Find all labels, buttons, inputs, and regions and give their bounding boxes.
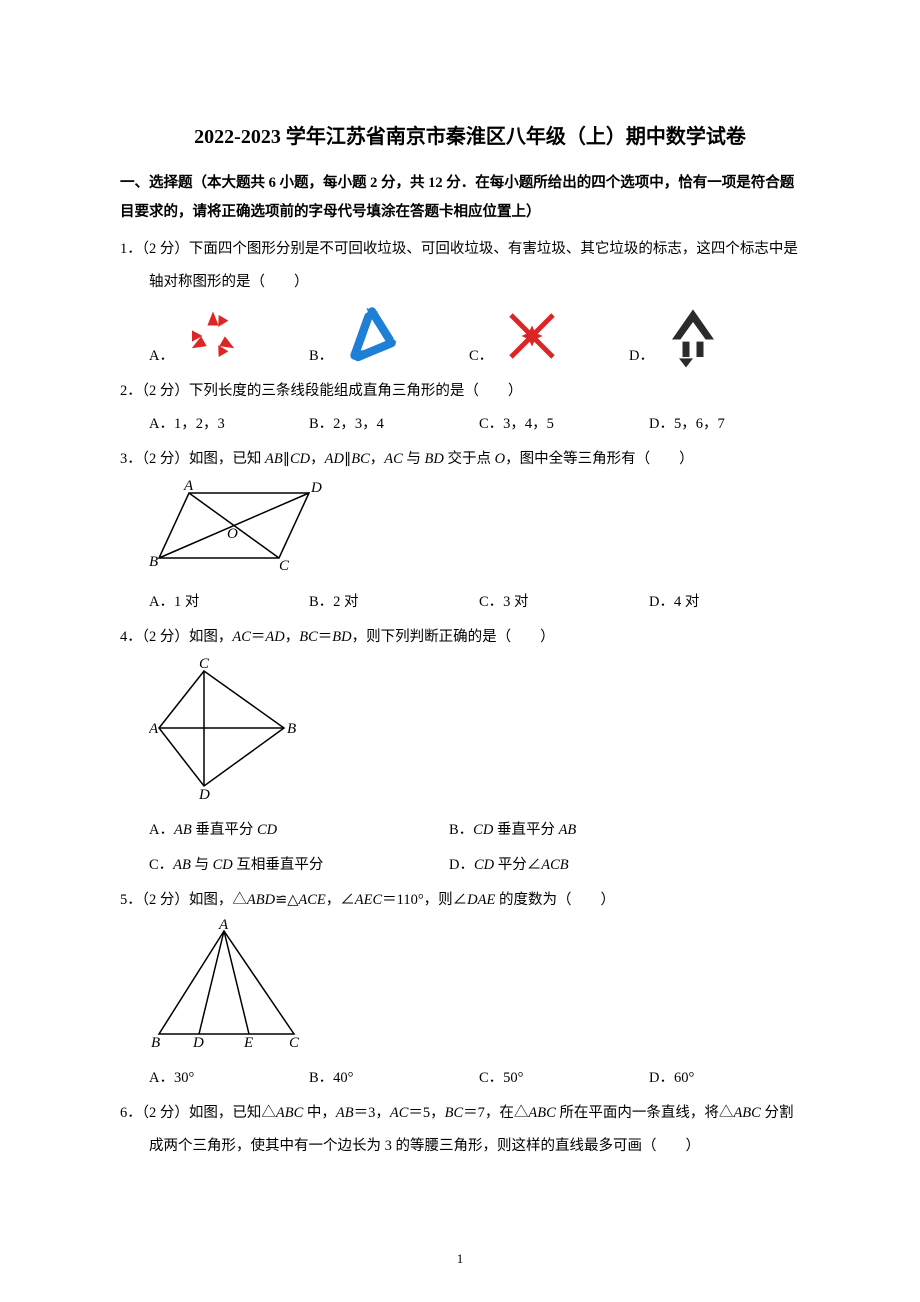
q2-option-b: B．2，3，4 [309, 410, 479, 439]
q3-label-o: O [227, 526, 238, 542]
q1-option-a: A． [149, 301, 309, 371]
q5-label-d: D [192, 1035, 204, 1049]
q4-option-d: D．CD 平分∠ACB [449, 851, 749, 880]
q5-stem: 5．（2 分）如图，△ABD≌△ACE，∠AEC＝110°，则∠DAE 的度数为… [120, 886, 820, 915]
q1-c-label: C． [469, 342, 493, 371]
q2-options: A．1，2，3 B．2，3，4 C．3，4，5 D．5，6，7 [120, 410, 820, 439]
question-2: 2．（2 分）下列长度的三条线段能组成直角三角形的是（ ） A．1，2，3 B．… [120, 377, 820, 439]
question-6: 6．（2 分）如图，已知△ABC 中，AB＝3，AC＝5，BC＝7，在△ABC … [120, 1099, 820, 1161]
q3-option-a: A．1 对 [149, 588, 309, 617]
q5-option-a: A．30° [149, 1064, 309, 1093]
q1-option-d: D． [629, 301, 789, 371]
q4-option-a: A．AB 垂直平分 CD [149, 816, 449, 845]
nonrecyclable-icon [178, 301, 248, 371]
q1-stem: 1．（2 分）下面四个图形分别是不可回收垃圾、可回收垃圾、有害垃圾、其它垃圾的标… [120, 235, 820, 264]
section-header-line1: 一、选择题（本大题共 6 小题，每小题 2 分，共 12 分．在每小题所给出的四… [120, 175, 794, 191]
q4-options-row2: C．AB 与 CD 互相垂直平分 D．CD 平分∠ACB [120, 851, 820, 880]
q3-option-c: C．3 对 [479, 588, 649, 617]
other-waste-icon [658, 301, 728, 371]
q4-options-row1: A．AB 垂直平分 CD B．CD 垂直平分 AB [120, 816, 820, 845]
q4-label-d: D [198, 787, 210, 801]
parallelogram-diagram: A D B C O [149, 478, 329, 573]
question-5: 5．（2 分）如图，△ABD≌△ACE，∠AEC＝110°，则∠DAE 的度数为… [120, 886, 820, 1093]
q2-option-d: D．5，6，7 [649, 410, 799, 439]
q3-label-d: D [310, 480, 322, 496]
q5-label-a: A [218, 919, 229, 933]
q4-figure: A B C D [120, 656, 820, 812]
q4-label-a: A [149, 721, 159, 737]
q5-label-e: E [243, 1035, 253, 1049]
q5-options: A．30° B．40° C．50° D．60° [120, 1064, 820, 1093]
question-1: 1．（2 分）下面四个图形分别是不可回收垃圾、可回收垃圾、有害垃圾、其它垃圾的标… [120, 235, 820, 371]
q1-b-label: B． [309, 342, 333, 371]
q5-figure: A B D E C [120, 919, 820, 1060]
question-4: 4．（2 分）如图，AC＝AD，BC＝BD，则下列判断正确的是（ ） A B C… [120, 623, 820, 880]
q5-option-c: C．50° [479, 1064, 649, 1093]
q3-options: A．1 对 B．2 对 C．3 对 D．4 对 [120, 588, 820, 617]
hazardous-icon [497, 301, 567, 371]
q5-option-d: D．60° [649, 1064, 799, 1093]
q3-label-b: B [149, 554, 158, 570]
recyclable-icon [337, 301, 407, 371]
q2-option-a: A．1，2，3 [149, 410, 309, 439]
q4-option-c: C．AB 与 CD 互相垂直平分 [149, 851, 449, 880]
section-header: 一、选择题（本大题共 6 小题，每小题 2 分，共 12 分．在每小题所给出的四… [120, 169, 820, 227]
triangle-diagram: A B D E C [149, 919, 309, 1049]
q5-label-b: B [151, 1035, 160, 1049]
section-header-line2: 目要求的，请将正确选项前的字母代号填涂在答题卡相应位置上） [120, 204, 541, 220]
kite-diagram: A B C D [149, 656, 299, 801]
page-number: 1 [0, 1251, 920, 1267]
q4-label-c: C [199, 656, 210, 672]
q1-d-label: D． [629, 342, 654, 371]
q3-option-b: B．2 对 [309, 588, 479, 617]
q1-option-b: B． [309, 301, 469, 371]
q3-label-c: C [279, 558, 290, 573]
q4-label-b: B [287, 721, 296, 737]
q5-label-c: C [289, 1035, 300, 1049]
q4-option-b: B．CD 垂直平分 AB [449, 816, 749, 845]
q3-label-a: A [183, 478, 194, 494]
exam-page: 2022-2023 学年江苏省南京市秦淮区八年级（上）期中数学试卷 一、选择题（… [0, 0, 920, 1302]
q1-a-label: A． [149, 342, 174, 371]
q6-stem2: 成两个三角形，使其中有一个边长为 3 的等腰三角形，则这样的直线最多可画（ ） [120, 1132, 820, 1161]
q1-option-c: C． [469, 301, 629, 371]
q2-option-c: C．3，4，5 [479, 410, 649, 439]
question-3: 3．（2 分）如图，已知 AB∥CD，AD∥BC，AC 与 BD 交于点 O，图… [120, 445, 820, 617]
q3-option-d: D．4 对 [649, 588, 799, 617]
q1-stem2: 轴对称图形的是（ ） [120, 268, 820, 297]
q5-option-b: B．40° [309, 1064, 479, 1093]
exam-title: 2022-2023 学年江苏省南京市秦淮区八年级（上）期中数学试卷 [120, 120, 820, 149]
q3-figure: A D B C O [120, 478, 820, 584]
q4-stem: 4．（2 分）如图，AC＝AD，BC＝BD，则下列判断正确的是（ ） [120, 623, 820, 652]
q1-options: A． B． [120, 301, 820, 371]
q6-stem: 6．（2 分）如图，已知△ABC 中，AB＝3，AC＝5，BC＝7，在△ABC … [120, 1099, 820, 1128]
q2-stem: 2．（2 分）下列长度的三条线段能组成直角三角形的是（ ） [120, 377, 820, 406]
q3-stem: 3．（2 分）如图，已知 AB∥CD，AD∥BC，AC 与 BD 交于点 O，图… [120, 445, 820, 474]
